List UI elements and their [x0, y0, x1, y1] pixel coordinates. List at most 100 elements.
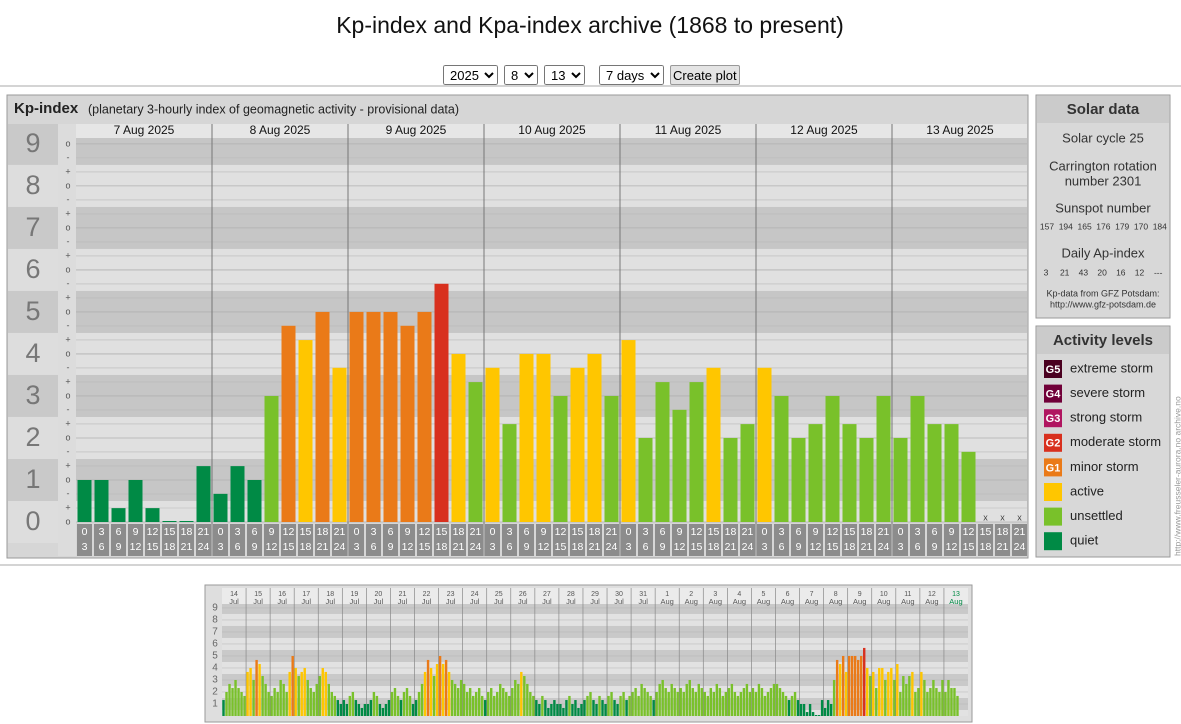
carrington: number 2301	[1065, 173, 1142, 188]
minor-tick-label: o	[65, 138, 70, 148]
mini-bar	[622, 691, 625, 716]
mini-bar	[291, 655, 294, 716]
missing-label: x	[983, 512, 988, 522]
legend-badge: G3	[1046, 413, 1061, 425]
minor-tick-label: -	[67, 194, 70, 204]
hour-label: 3	[218, 541, 224, 553]
hour-label: 3	[762, 541, 768, 553]
period-select[interactable]: 7 days	[599, 65, 664, 85]
bar	[264, 395, 279, 522]
mini-bar	[655, 691, 658, 716]
hour-box	[162, 524, 177, 556]
bar	[604, 395, 619, 522]
mini-bar	[444, 659, 448, 716]
day-select[interactable]: 13	[544, 65, 585, 85]
bar	[536, 353, 551, 522]
mini-bar	[748, 691, 752, 716]
mini-bar	[414, 700, 418, 716]
y-tick-label: 0	[25, 506, 40, 536]
bar	[638, 437, 653, 522]
mini-bar	[796, 700, 800, 716]
hour-label: 9	[949, 526, 955, 538]
mini-bar	[595, 703, 598, 716]
mini-bar	[610, 691, 613, 716]
hour-label: 3	[354, 541, 360, 553]
mini-bar	[264, 683, 267, 716]
mini-bar	[694, 691, 697, 716]
hour-label: 15	[708, 526, 720, 538]
hour-label: 15	[691, 541, 703, 553]
mini-bar	[772, 683, 776, 716]
mini-bar	[667, 691, 670, 716]
mini-bar	[956, 695, 959, 716]
month-select[interactable]: 8	[504, 65, 538, 85]
hour-box	[349, 524, 364, 556]
hour-box	[417, 524, 432, 556]
mini-bar	[875, 688, 878, 716]
mini-bar	[947, 679, 950, 716]
sunspot-title: Sunspot number	[1055, 200, 1151, 215]
mini-bar	[613, 700, 616, 716]
hour-label: 21	[317, 541, 329, 553]
mini-bar	[237, 688, 240, 716]
hour-label: 21	[606, 526, 618, 538]
hour-box	[570, 524, 585, 556]
mini-bar	[739, 691, 743, 716]
hour-label: 9	[813, 526, 819, 538]
mini-bar	[240, 691, 243, 716]
mini-bar	[616, 703, 619, 716]
mini-day-label: 18	[326, 591, 334, 598]
hour-box	[927, 524, 942, 556]
ap-value: 12	[1135, 267, 1145, 277]
mini-month-label: Aug	[733, 597, 746, 606]
hour-box	[978, 524, 993, 556]
mini-bar	[526, 683, 529, 716]
mini-bar	[297, 676, 300, 716]
mini-bar	[884, 679, 887, 716]
bar	[247, 479, 262, 522]
mini-bar	[823, 707, 827, 716]
bar	[298, 340, 313, 522]
missing-label: x	[1000, 512, 1005, 522]
mini-bar	[225, 691, 228, 716]
mini-bar	[447, 671, 451, 716]
hour-label: 0	[898, 526, 904, 538]
mini-bar	[577, 707, 580, 716]
mini-day-label: 10	[880, 591, 888, 598]
mini-bar	[793, 691, 797, 716]
bar	[740, 424, 755, 522]
y-tick-label: 4	[25, 338, 40, 368]
hour-label: 24	[606, 541, 618, 553]
mini-bar	[826, 700, 830, 716]
hour-label: 15	[963, 541, 975, 553]
bar	[553, 395, 568, 522]
minor-tick-label: -	[67, 152, 70, 162]
mini-month-label: Jul	[590, 597, 600, 606]
mini-bar	[249, 667, 252, 716]
solar-header	[1037, 96, 1169, 123]
create-plot-button[interactable]: Create plot	[670, 65, 740, 85]
bar	[927, 424, 942, 522]
mini-month-label: Aug	[877, 597, 890, 606]
hour-label: 3	[82, 541, 88, 553]
bar	[77, 479, 92, 522]
hour-label: 3	[490, 541, 496, 553]
ap-title: Daily Ap-index	[1061, 245, 1145, 260]
y-tick-label: 8	[25, 170, 40, 200]
hour-label: 9	[133, 526, 139, 538]
minor-tick-label: o	[65, 474, 70, 484]
mini-bar	[601, 700, 604, 716]
hour-label: 24	[198, 541, 210, 553]
mini-bar	[908, 676, 911, 716]
mini-day-label: 15	[254, 591, 262, 598]
mini-bar	[255, 659, 258, 716]
year-select[interactable]: 2025	[443, 65, 498, 85]
mini-bar	[231, 688, 234, 716]
label-band	[8, 332, 58, 375]
mini-bar	[312, 691, 315, 716]
mini-bar	[685, 683, 688, 716]
mini-bar	[733, 691, 737, 716]
y-tick-label: 9	[212, 603, 218, 614]
mini-bar	[453, 683, 457, 716]
y-tick-label: 7	[25, 212, 40, 242]
